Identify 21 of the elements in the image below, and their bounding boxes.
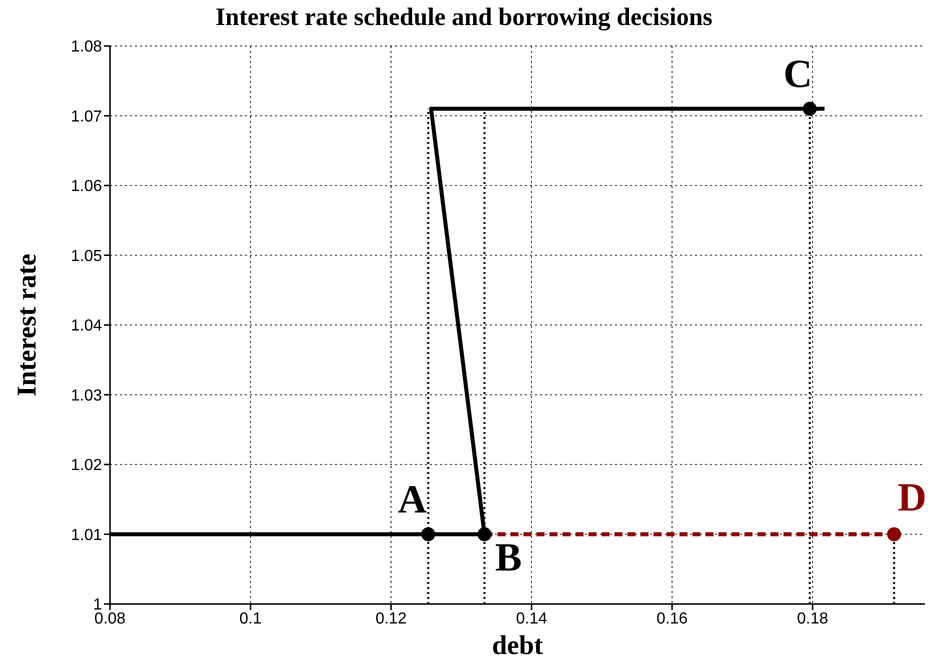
x-axis-title: debt xyxy=(492,630,544,660)
y-tick-label: 1.07 xyxy=(70,108,102,126)
y-tick-label: 1.08 xyxy=(70,38,102,56)
annotation: A xyxy=(398,476,427,522)
y-tick-label: 1.05 xyxy=(70,248,102,265)
annotation: C xyxy=(783,50,812,96)
y-tick-label: 1.03 xyxy=(70,387,102,404)
x-tick-label: 0.16 xyxy=(656,610,688,628)
x-tick-label: 0.14 xyxy=(516,610,548,628)
x-tick-label: 0.12 xyxy=(375,610,407,628)
y-tick-label: 1.04 xyxy=(70,318,102,335)
annotation: D xyxy=(898,474,927,520)
y-tick-label: 1.01 xyxy=(70,526,102,544)
y-axis-title: Interest rate xyxy=(12,254,42,396)
annotation: B xyxy=(495,534,522,580)
x-tick-label: 0.1 xyxy=(239,610,262,628)
x-tick-label: 0.08 xyxy=(94,610,126,628)
x-tick-label: 0.18 xyxy=(797,610,828,628)
y-tick-label: 1.02 xyxy=(70,457,102,474)
y-tick-label: 1.06 xyxy=(70,178,102,196)
chart-title: Interest rate schedule and borrowing decisions xyxy=(214,4,714,32)
